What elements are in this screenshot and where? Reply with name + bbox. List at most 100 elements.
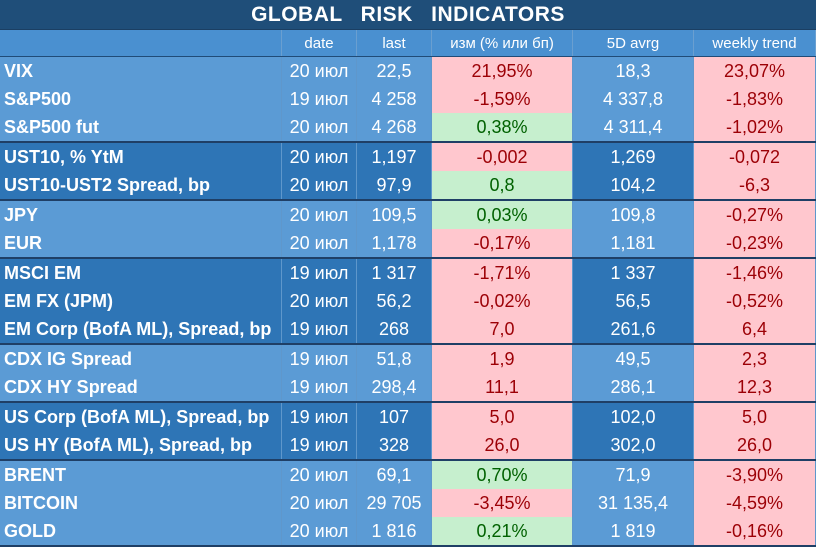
table-row: JPY 20 июл 109,5 0,03% 109,8 -0,27% [0,201,816,229]
indicator-name: US Corp (BofA ML), Spread, bp [0,403,282,431]
last-value-cell: 1,178 [357,229,432,257]
indicator-name: S&P500 [0,85,282,113]
table-row: EUR 20 июл 1,178 -0,17% 1,181 -0,23% [0,229,816,257]
date-cell: 20 июл [282,57,357,85]
avg-5d-cell: 49,5 [573,345,694,373]
avg-5d-cell: 1 819 [573,517,694,545]
table-row: BRENT 20 июл 69,1 0,70% 71,9 -3,90% [0,461,816,489]
avg-5d-cell: 1,269 [573,143,694,171]
last-value-cell: 97,9 [357,171,432,199]
weekly-trend-cell: -1,46% [694,259,816,287]
last-value-cell: 107 [357,403,432,431]
change-cell: -1,71% [432,259,573,287]
weekly-trend-cell: 23,07% [694,57,816,85]
avg-5d-cell: 261,6 [573,315,694,343]
date-cell: 19 июл [282,403,357,431]
weekly-trend-cell: 12,3 [694,373,816,401]
last-value-cell: 4 268 [357,113,432,141]
table-row: CDX IG Spread 19 июл 51,8 1,9 49,5 2,3 [0,345,816,373]
table-row: S&P500 19 июл 4 258 -1,59% 4 337,8 -1,83% [0,85,816,113]
indicator-name: US HY (BofA ML), Spread, bp [0,431,282,459]
header-last: last [357,30,432,56]
date-cell: 19 июл [282,431,357,459]
last-value-cell: 109,5 [357,201,432,229]
table-title: GLOBAL RISK INDICATORS [0,0,816,30]
change-cell: 0,70% [432,461,573,489]
table-row: VIX 20 июл 22,5 21,95% 18,3 23,07% [0,57,816,85]
header-name [0,30,282,56]
indicator-name: CDX IG Spread [0,345,282,373]
weekly-trend-cell: -1,83% [694,85,816,113]
last-value-cell: 69,1 [357,461,432,489]
header-5d-avg: 5D avrg [573,30,694,56]
change-cell: -3,45% [432,489,573,517]
table-row: CDX HY Spread 19 июл 298,4 11,1 286,1 12,3 [0,373,816,401]
last-value-cell: 268 [357,315,432,343]
table-row: EM Corp (BofA ML), Spread, bp 19 июл 268 7,… [0,315,816,343]
weekly-trend-cell: -0,23% [694,229,816,257]
weekly-trend-cell: -4,59% [694,489,816,517]
change-cell: -1,59% [432,85,573,113]
date-cell: 20 июл [282,489,357,517]
avg-5d-cell: 104,2 [573,171,694,199]
header-weekly-trend: weekly trend [694,30,816,56]
change-cell: 21,95% [432,57,573,85]
avg-5d-cell: 1 337 [573,259,694,287]
indicator-name: EM FX (JPM) [0,287,282,315]
avg-5d-cell: 286,1 [573,373,694,401]
indicator-name: UST10, % YtM [0,143,282,171]
table-row: S&P500 fut 20 июл 4 268 0,38% 4 311,4 -1,02% [0,113,816,141]
change-cell: 0,03% [432,201,573,229]
indicator-group: CDX IG Spread 19 июл 51,8 1,9 49,5 2,3 CDX HY … [0,345,816,403]
date-cell: 20 июл [282,517,357,545]
change-cell: 11,1 [432,373,573,401]
table-row: UST10, % YtM 20 июл 1,197 -0,002 1,269 -0,072 [0,143,816,171]
table-body: VIX 20 июл 22,5 21,95% 18,3 23,07% S&P500 19 ию… [0,57,816,547]
avg-5d-cell: 4 311,4 [573,113,694,141]
weekly-trend-cell: 2,3 [694,345,816,373]
change-cell: 5,0 [432,403,573,431]
date-cell: 20 июл [282,229,357,257]
weekly-trend-cell: -0,27% [694,201,816,229]
indicator-group: UST10, % YtM 20 июл 1,197 -0,002 1,269 -0,072… [0,143,816,201]
last-value-cell: 22,5 [357,57,432,85]
weekly-trend-cell: 5,0 [694,403,816,431]
weekly-trend-cell: -0,52% [694,287,816,315]
date-cell: 20 июл [282,461,357,489]
indicator-name: EUR [0,229,282,257]
change-cell: 26,0 [432,431,573,459]
avg-5d-cell: 109,8 [573,201,694,229]
table-row: BITCOIN 20 июл 29 705 -3,45% 31 135,4 -4,59% [0,489,816,517]
indicator-name: UST10-UST2 Spread, bp [0,171,282,199]
indicator-name: MSCI EM [0,259,282,287]
table-row: MSCI EM 19 июл 1 317 -1,71% 1 337 -1,46% [0,259,816,287]
indicator-group: BRENT 20 июл 69,1 0,70% 71,9 -3,90% BITCOIN 20 … [0,461,816,547]
header-date: date [282,30,357,56]
indicator-name: JPY [0,201,282,229]
change-cell: -0,17% [432,229,573,257]
last-value-cell: 29 705 [357,489,432,517]
table-header: date last изм (% или бп) 5D avrg weekly … [0,30,816,57]
indicator-group: MSCI EM 19 июл 1 317 -1,71% 1 337 -1,46% EM FX… [0,259,816,345]
date-cell: 19 июл [282,315,357,343]
change-cell: 0,8 [432,171,573,199]
weekly-trend-cell: 26,0 [694,431,816,459]
date-cell: 19 июл [282,259,357,287]
indicator-group: JPY 20 июл 109,5 0,03% 109,8 -0,27% EUR 20 июл 1… [0,201,816,259]
table-row: US HY (BofA ML), Spread, bp 19 июл 328 26,0… [0,431,816,459]
date-cell: 19 июл [282,373,357,401]
last-value-cell: 298,4 [357,373,432,401]
avg-5d-cell: 302,0 [573,431,694,459]
change-cell: 7,0 [432,315,573,343]
table-row: US Corp (BofA ML), Spread, bp 19 июл 107 5,… [0,403,816,431]
last-value-cell: 56,2 [357,287,432,315]
change-cell: 0,21% [432,517,573,545]
date-cell: 20 июл [282,201,357,229]
table-row: GOLD 20 июл 1 816 0,21% 1 819 -0,16% [0,517,816,545]
table-row: EM FX (JPM) 20 июл 56,2 -0,02% 56,5 -0,52% [0,287,816,315]
indicator-name: BRENT [0,461,282,489]
indicator-name: VIX [0,57,282,85]
avg-5d-cell: 56,5 [573,287,694,315]
change-cell: -0,002 [432,143,573,171]
indicator-name: S&P500 fut [0,113,282,141]
